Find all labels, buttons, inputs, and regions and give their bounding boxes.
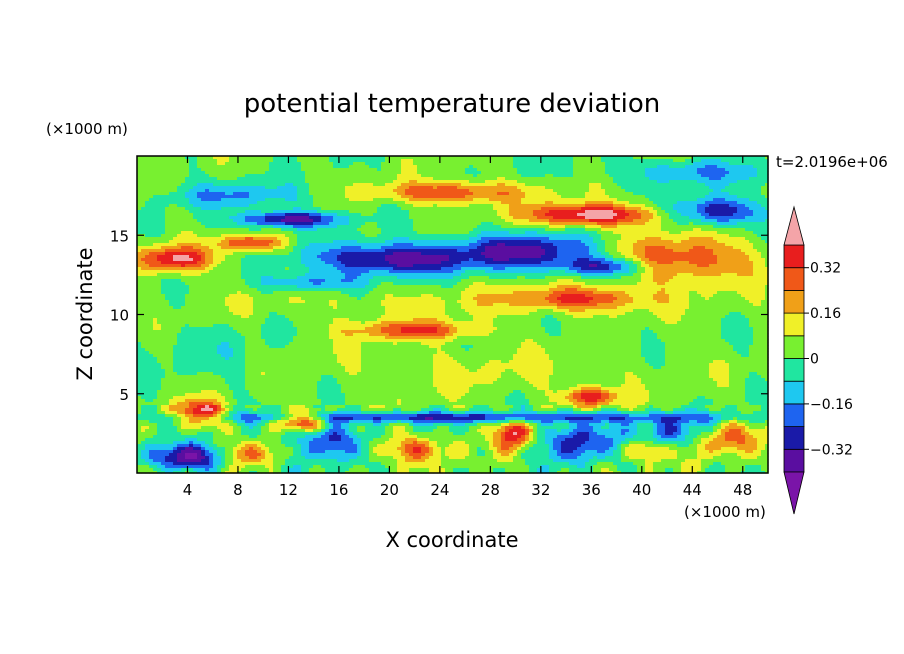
x-tick-label: 40 [632,481,651,499]
x-tick-label: 4 [183,481,193,499]
x-unit-label: (×1000 m) [684,503,766,521]
colorbar-swatch [783,448,805,473]
y-tick-label: 5 [119,386,129,404]
colorbar-swatch [783,358,805,382]
x-tick-label: 16 [329,481,348,499]
y-tick-label: 15 [110,227,129,245]
y-axis: 5 10 15 [110,227,768,404]
x-tick-label: 8 [233,481,243,499]
x-tick-label: 12 [279,481,298,499]
colorbar-swatch [783,289,805,314]
x-tick-label: 28 [481,481,500,499]
colorbar-tick-label: −0.16 [810,397,853,413]
colorbar-swatch [783,267,805,291]
colorbar-swatch [783,335,805,359]
colorbar: 0.32 0.16 0 −0.16 −0.32 [783,205,853,515]
colorbar-swatch [783,380,805,405]
colorbar-under-arrow [783,471,805,515]
chart-title: potential temperature deviation [244,89,660,119]
colorbar-tick-label: 0 [810,352,819,368]
x-tick-label: 36 [582,481,601,499]
colorbar-tick-label: 0.32 [810,261,841,277]
colorbar-swatch [783,244,805,269]
y-unit-label: (×1000 m) [46,120,128,138]
x-axis: 4 8 12 16 20 24 28 32 36 40 44 48 [183,156,752,499]
colorbar-swatch [783,403,805,427]
x-tick-label: 24 [430,481,449,499]
colorbar-tick-label: 0.16 [810,306,841,322]
x-tick-label: 32 [531,481,550,499]
x-tick-label: 48 [733,481,752,499]
time-label: t=2.0196e+06 [776,153,888,171]
heatmap-field [137,156,769,474]
y-tick-label: 10 [110,307,129,325]
colorbar-swatch [783,426,805,450]
colorbar-tick-label: −0.32 [810,442,853,458]
x-axis-label: X coordinate [385,528,518,552]
colorbar-over-arrow [783,205,805,246]
y-axis-label: Z coordinate [73,247,97,380]
x-tick-label: 20 [380,481,399,499]
x-tick-label: 44 [683,481,702,499]
colorbar-swatch [783,312,805,337]
